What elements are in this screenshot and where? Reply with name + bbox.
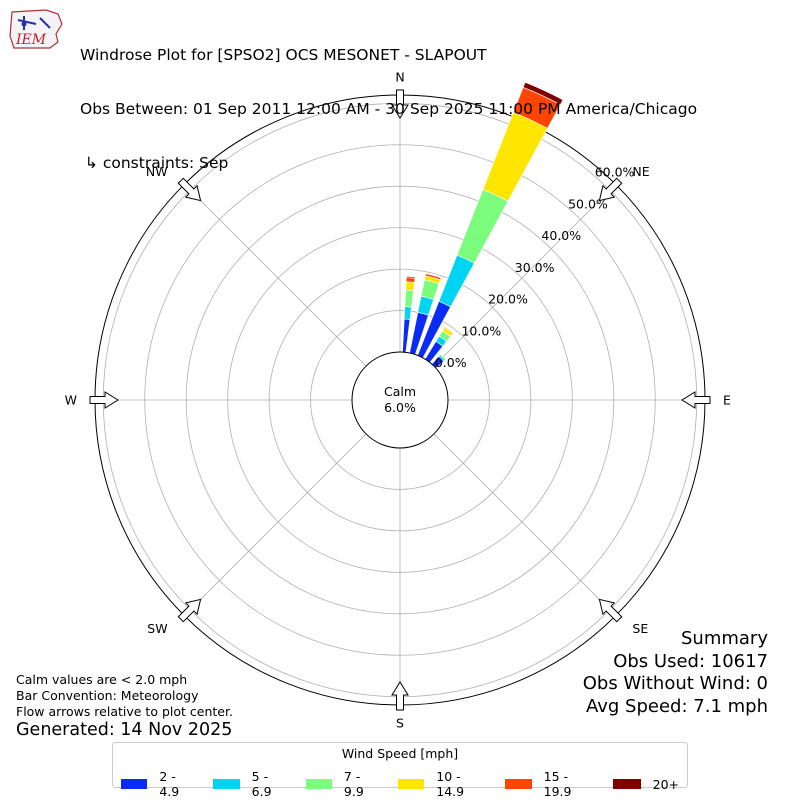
wind-bars xyxy=(402,81,564,369)
legend-swatch xyxy=(505,779,532,789)
direction-label-nw: NW xyxy=(146,164,168,179)
radial-tick-label: 30.0% xyxy=(515,260,555,275)
legend: Wind Speed [mph] 2 - 4.9 5 - 6.9 7 - 9.9 10… xyxy=(112,742,688,799)
radial-tick-label: 0.0% xyxy=(435,355,467,370)
legend-swatch xyxy=(612,779,641,789)
direction-label-n: N xyxy=(395,70,404,85)
wind-bar-segment xyxy=(424,273,442,281)
wind-bar-segment xyxy=(402,318,411,353)
flow-arrow xyxy=(391,89,409,119)
legend-label: 7 - 9.9 xyxy=(343,769,364,799)
flow-arrow xyxy=(177,177,202,202)
radial-tick-label: 40.0% xyxy=(541,228,581,243)
legend-title: Wind Speed [mph] xyxy=(341,746,459,761)
wind-bar-segment xyxy=(439,353,447,361)
flow-arrow xyxy=(177,598,202,623)
calm-label: Calm xyxy=(384,384,416,399)
wind-bar-segment xyxy=(405,281,415,291)
wind-bar-segment xyxy=(438,254,475,308)
wind-bar-segment xyxy=(456,189,509,264)
wind-bar-segment xyxy=(406,275,416,279)
legend-items: 2 - 4.9 5 - 6.9 7 - 9.9 10 - 14.9 15 - 19.9 2… xyxy=(113,769,687,799)
legend-label: 10 - 14.9 xyxy=(436,769,465,799)
calm-percent: 6.0% xyxy=(384,400,416,415)
flow-arrow xyxy=(391,681,409,711)
radial-tick-label: 10.0% xyxy=(461,323,501,338)
legend-item: 2 - 4.9 xyxy=(121,769,197,799)
calm-circle: Calm 6.0% xyxy=(351,351,449,449)
legend-label: 15 - 19.9 xyxy=(543,769,572,799)
flow-arrow xyxy=(681,391,711,409)
logo-text: IEM xyxy=(15,32,47,48)
legend-item: 20+ xyxy=(612,776,680,792)
bar-convention-note: Bar Convention: Meteorology xyxy=(16,688,199,703)
iem-logo: IEM xyxy=(9,9,63,49)
title-line-1: Windrose Plot for [SPSO2] OCS MESONET - … xyxy=(80,46,487,64)
radial-tick-label: 20.0% xyxy=(488,292,528,307)
radial-tick-label: 60.0% xyxy=(595,165,635,180)
flow-note: Flow arrows relative to plot center. xyxy=(16,704,233,719)
direction-label-s: S xyxy=(396,716,404,731)
summary-heading: Summary xyxy=(681,628,768,649)
legend-label: 5 - 6.9 xyxy=(251,769,272,799)
title-line-3: ↳ constraints: Sep xyxy=(80,154,229,172)
flow-arrow xyxy=(598,177,623,202)
chart-title: Windrose Plot for [SPSO2] OCS MESONET - … xyxy=(80,10,697,190)
direction-label-se: SE xyxy=(632,621,648,636)
summary-obs-used: Obs Used: 10617 xyxy=(613,650,768,672)
summary-obs-without-wind: Obs Without Wind: 0 xyxy=(582,673,768,694)
calm-note: Calm values are < 2.0 mph xyxy=(16,672,188,687)
wind-bar-segment xyxy=(404,289,414,308)
direction-label-w: W xyxy=(65,393,77,408)
direction-label-ne: NE xyxy=(632,164,649,179)
legend-swatch xyxy=(305,779,332,789)
direction-arrows xyxy=(89,89,711,711)
radial-tick-label: 50.0% xyxy=(568,196,608,211)
legend-item: 15 - 19.9 xyxy=(505,769,596,799)
legend-item: 10 - 14.9 xyxy=(397,769,489,799)
legend-label: 20+ xyxy=(652,776,680,792)
wind-bar-segment xyxy=(522,81,564,106)
legend-swatch xyxy=(121,779,148,789)
flow-arrow xyxy=(598,598,623,623)
legend-swatch xyxy=(213,779,240,789)
direction-labels: N NE E SE S SW W NW xyxy=(65,70,731,731)
summary-avg-speed: Avg Speed: 7.1 mph xyxy=(586,695,768,717)
chart-notes: Calm values are < 2.0 mph Bar Convention… xyxy=(16,672,233,741)
legend-item: 5 - 6.9 xyxy=(213,769,289,799)
grid-spoke xyxy=(184,433,367,616)
calm-disc xyxy=(351,351,449,449)
direction-label-sw: SW xyxy=(147,621,167,636)
wind-bar-segment xyxy=(444,326,455,334)
title-line-2: Obs Between: 01 Sep 2011 12:00 AM - 30 S… xyxy=(80,100,698,118)
summary-box: Summary Obs Used: 10617 Obs Without Wind… xyxy=(583,628,768,718)
grid-spoke xyxy=(433,433,616,616)
legend-label: 2 - 4.9 xyxy=(159,769,180,799)
generated-date: Generated: 14 Nov 2025 xyxy=(16,720,233,740)
radial-tick-labels: 0.0% 10.0% 20.0% 30.0% 40.0% 50.0% 60.0% xyxy=(435,165,635,371)
legend-swatch xyxy=(397,779,425,789)
flow-arrow xyxy=(89,391,119,409)
direction-label-e: E xyxy=(723,393,731,408)
grid-spoke xyxy=(184,184,367,367)
legend-item: 7 - 9.9 xyxy=(305,769,382,799)
wind-bar-segment xyxy=(403,306,412,320)
grid-spoke xyxy=(433,184,616,367)
